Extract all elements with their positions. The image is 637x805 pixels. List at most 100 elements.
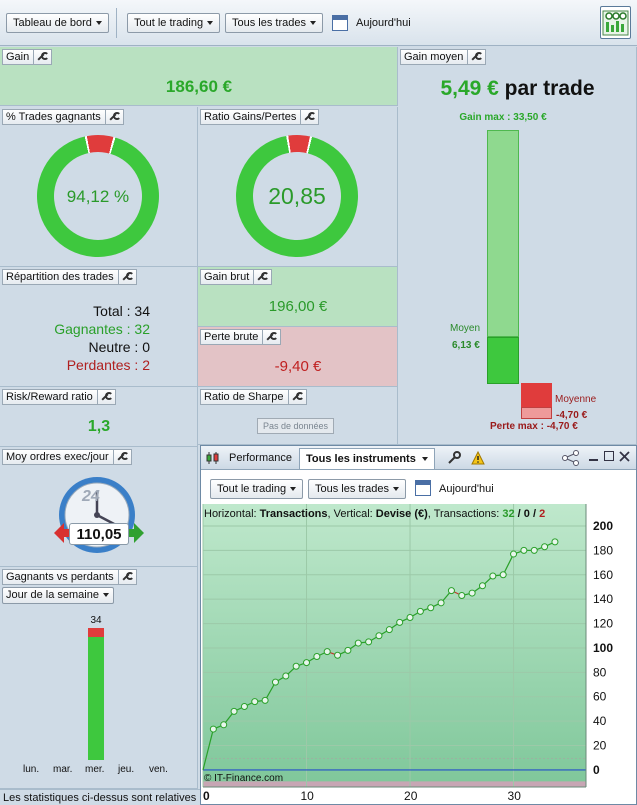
wrench-icon[interactable] — [96, 390, 113, 404]
info-neutral: 0 — [523, 508, 530, 520]
gain-brut-panel-title[interactable]: Gain brut — [200, 269, 273, 285]
trades-dropdown[interactable]: Tous les trades — [225, 13, 323, 33]
dashboard-dropdown[interactable]: Tableau de bord — [6, 13, 109, 33]
performance-window: Performance Tous les instruments Tout le… — [200, 445, 637, 805]
wrench-icon[interactable] — [117, 270, 134, 284]
repartition-panel-title[interactable]: Répartition des trades — [2, 269, 137, 285]
minimize-icon[interactable] — [589, 459, 598, 461]
loss-bar — [88, 628, 104, 637]
chart-trading-dropdown[interactable]: Tout le trading — [210, 479, 304, 499]
day-of-week-dropdown[interactable]: Jour de la semaine — [2, 587, 114, 604]
y-tick-label: 100 — [593, 641, 613, 655]
perte-max-label: Perte max : -4,70 € — [490, 421, 578, 432]
gain-value: 186,60 € — [165, 77, 233, 96]
data-point — [209, 725, 217, 733]
candlestick-icon — [206, 452, 219, 464]
y-tick-label: 80 — [593, 665, 607, 679]
y-tick-label: 140 — [593, 592, 613, 606]
wrench-icon[interactable] — [253, 270, 270, 284]
gain-title-text: Gain — [6, 51, 30, 63]
clock-number: 24 — [82, 488, 100, 505]
day-of-week-dropdown-label: Jour de la semaine — [6, 589, 99, 601]
chevron-down-icon — [421, 457, 428, 462]
date-label[interactable]: Aujourd'hui — [356, 17, 411, 29]
gagnants-perdants-panel: Gagnants vs perdants Jour de la semaine … — [0, 567, 198, 789]
data-point — [344, 646, 352, 654]
wrench-icon[interactable] — [117, 570, 134, 584]
moy-ordres-panel: Moy ordres exec/jour 24 110,05 — [0, 447, 198, 567]
chart-trades-dropdown[interactable]: Tous les trades — [308, 479, 406, 499]
repartition-list: Total : 34 Gagnantes : 32 Neutre : 0 Per… — [0, 302, 150, 374]
wrench-icon[interactable] — [287, 390, 304, 404]
footer-note: Les statistiques ci-dessus sont relative… — [0, 789, 200, 805]
gain-moyen-title-text: Gain moyen — [404, 51, 464, 63]
perte-brute-panel-title[interactable]: Perte brute — [200, 329, 282, 345]
ratio-gains-panel-title[interactable]: Ratio Gains/Pertes — [200, 109, 320, 125]
share-icon[interactable] — [561, 450, 581, 466]
gain-max-bar — [487, 130, 519, 337]
wrench-icon[interactable] — [300, 110, 317, 124]
perte-max-bar — [521, 407, 552, 419]
maximize-icon[interactable] — [604, 451, 614, 461]
perte-brute-value: -9,40 € — [274, 358, 322, 375]
moyenne-gain-value: 6,13 € — [452, 340, 480, 351]
top-toolbar: Tableau de bord Tout le trading Tous les… — [0, 0, 637, 46]
wrench-icon[interactable] — [467, 50, 484, 64]
wrench-icon[interactable] — [33, 50, 50, 64]
day-label: mar. — [53, 764, 73, 775]
data-point — [261, 696, 269, 704]
moy-ordres-title-text: Moy ordres exec/jour — [6, 451, 109, 463]
data-point — [510, 550, 518, 558]
chart-info-line: Horizontal: Transactions, Vertical: Devi… — [204, 508, 545, 520]
copyright-text: © IT-Finance.com — [204, 773, 284, 784]
line-segment — [502, 553, 515, 576]
dashboard-settings-icon[interactable] — [600, 6, 631, 39]
close-icon[interactable] — [619, 451, 630, 462]
moy-ordres-panel-title[interactable]: Moy ordres exec/jour — [2, 449, 132, 465]
wrench-icon[interactable] — [447, 451, 461, 465]
gain-panel-title[interactable]: Gain — [2, 49, 53, 65]
wrench-icon[interactable] — [104, 110, 121, 124]
info-mid2: , Transactions: — [427, 508, 503, 520]
data-point — [282, 672, 290, 680]
wrench-icon[interactable] — [112, 450, 129, 464]
repartition-title-text: Répartition des trades — [6, 271, 114, 283]
repartition-total: Total : 34 — [93, 303, 150, 319]
repartition-panel: Répartition des trades Total : 34 Gagnan… — [0, 267, 198, 387]
chart-calendar-icon[interactable] — [415, 480, 431, 496]
data-point — [271, 678, 279, 686]
risk-reward-value: 1,3 — [87, 418, 111, 435]
risk-reward-panel-title[interactable]: Risk/Reward ratio — [2, 389, 116, 405]
gain-moyen-panel-title[interactable]: Gain moyen — [400, 49, 487, 65]
sharpe-no-data-button[interactable]: Pas de données — [257, 418, 335, 434]
info-losers: 2 — [539, 508, 546, 520]
gain-moyen-suffix: par trade — [504, 77, 595, 100]
data-point — [437, 599, 445, 607]
info-vertical: Devise (€) — [375, 508, 428, 520]
x-tick-label: 10 — [301, 789, 315, 803]
tab-instruments[interactable]: Tous les instruments — [299, 448, 435, 469]
chart-date-label[interactable]: Aujourd'hui — [439, 483, 494, 495]
sharpe-panel-title[interactable]: Ratio de Sharpe — [200, 389, 307, 405]
risk-reward-panel: Risk/Reward ratio 1,3 — [0, 387, 198, 447]
data-point — [251, 698, 259, 706]
trades-gagnants-panel-title[interactable]: % Trades gagnants — [2, 109, 124, 125]
gagnants-perdants-panel-title[interactable]: Gagnants vs perdants — [2, 569, 137, 585]
y-tick-label: 20 — [593, 739, 607, 753]
y-tick-label: 60 — [593, 690, 607, 704]
y-tick-label: 160 — [593, 568, 613, 582]
trading-dropdown[interactable]: Tout le trading — [127, 13, 221, 33]
data-point — [447, 587, 455, 595]
repartition-gagnantes: Gagnantes : 32 — [54, 321, 150, 337]
chevron-down-icon — [207, 21, 214, 26]
tab-performance[interactable]: Performance — [229, 452, 292, 464]
y-tick-label: 200 — [593, 519, 613, 533]
x-tick-label: 30 — [508, 789, 522, 803]
repartition-neutre: Neutre : 0 — [88, 339, 150, 355]
chevron-down-icon — [102, 593, 109, 598]
ratio-gains-panel: Ratio Gains/Pertes 20,85 — [198, 107, 398, 271]
day-label: ven. — [149, 764, 168, 775]
warning-icon[interactable] — [471, 451, 485, 465]
calendar-icon[interactable] — [332, 15, 348, 31]
wrench-icon[interactable] — [262, 330, 279, 344]
